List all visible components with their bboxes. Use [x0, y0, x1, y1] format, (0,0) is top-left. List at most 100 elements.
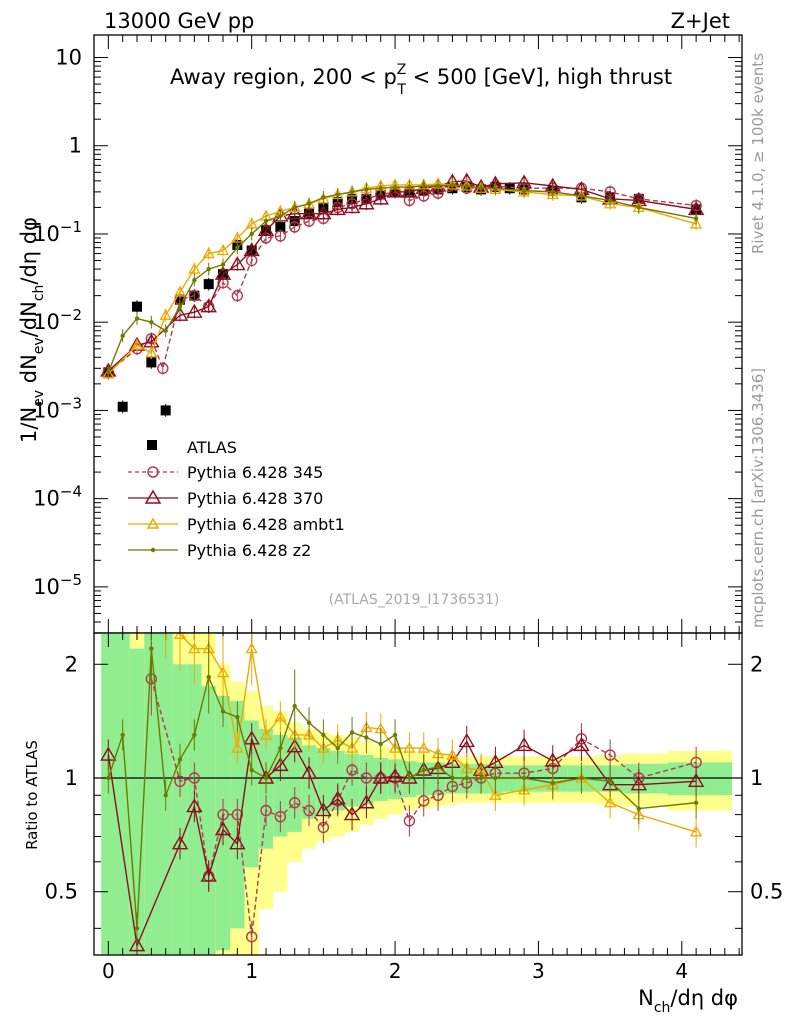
- ratio-point: [349, 730, 355, 735]
- ratio-point: [134, 926, 140, 931]
- main-y-tick-label: 10−5: [33, 571, 82, 599]
- rivet-label: Rivet 4.1.0, ≥ 100k events: [749, 53, 767, 254]
- ratio-point: [278, 745, 283, 751]
- ratio-point: [450, 775, 455, 781]
- ratio-point: [458, 732, 475, 748]
- mcplots-label: mcplots.cern.ch [arXiv:1306.3436]: [749, 368, 767, 628]
- data-point: [378, 186, 383, 191]
- ratio-uncertainty-bands: [94, 633, 742, 955]
- data-point: [235, 245, 240, 250]
- ratio-point: [573, 736, 590, 752]
- ratio-point: [403, 741, 416, 753]
- data-point: [464, 183, 469, 189]
- data-point: [206, 266, 211, 272]
- ratio-point: [289, 797, 301, 809]
- data-point: [504, 183, 515, 194]
- data-point: [550, 189, 555, 195]
- data-point: [693, 216, 699, 221]
- data-point: [407, 184, 412, 190]
- ratio-point: [188, 772, 201, 784]
- ratio-point: [607, 779, 613, 784]
- ratio-point: [630, 776, 647, 791]
- ratio-point: [464, 775, 469, 781]
- legend-marker-ambt1: [146, 517, 160, 529]
- data-point: [636, 205, 641, 210]
- ratio-point: [174, 775, 186, 788]
- ratio-point: [446, 748, 459, 760]
- data-point: [203, 279, 214, 290]
- ratio-point: [329, 790, 346, 805]
- ratio-point: [243, 730, 260, 745]
- data-point: [349, 189, 355, 195]
- ratio-point: [220, 709, 226, 714]
- data-point: [335, 192, 340, 197]
- legend-label-370: Pythia 6.428 370: [187, 489, 323, 508]
- ratio-point: [515, 736, 533, 752]
- ratio-point: [388, 741, 402, 753]
- data-point: [220, 262, 226, 267]
- legend-label-atlas: ATLAS: [187, 438, 237, 457]
- ratio-point: [200, 867, 217, 882]
- ratio-point: [386, 767, 404, 783]
- ratio-y-tick-label: 0.5: [45, 880, 78, 904]
- ratio-point: [690, 825, 703, 837]
- band-green: [667, 762, 732, 796]
- x-tick-labels: 0 1 2 3 4: [102, 959, 688, 983]
- ratio-point: [687, 772, 705, 788]
- data-point: [329, 200, 346, 216]
- main-y-tick-label: 10−2: [33, 306, 82, 334]
- data-point: [146, 357, 157, 368]
- data-point: [216, 244, 230, 256]
- ratio-point: [106, 775, 111, 781]
- data-point: [275, 221, 286, 232]
- ratio-point: [303, 804, 315, 817]
- data-point: [214, 265, 232, 280]
- data-point: [188, 289, 201, 302]
- ratio-point: [636, 806, 641, 811]
- ratio-point: [343, 806, 361, 821]
- ratio-point: [604, 796, 617, 808]
- data-point: [493, 186, 498, 191]
- data-point: [106, 370, 111, 375]
- ratio-point: [315, 802, 332, 817]
- ratio-point: [292, 703, 297, 709]
- data-point: [202, 247, 215, 259]
- ratio-y-tick-label-right: 2: [750, 652, 763, 676]
- ratio-series-pythia-6.428-370: [100, 723, 705, 955]
- data-point: [343, 199, 361, 214]
- ratio-point: [579, 775, 584, 781]
- band-green: [316, 748, 331, 815]
- ratio-point: [372, 769, 389, 784]
- watermark: (ATLAS_2019_I1736531): [329, 592, 500, 608]
- x-tick-label: 0: [102, 959, 115, 983]
- data-point: [604, 197, 617, 209]
- ratio-point: [274, 810, 287, 823]
- data-point: [435, 183, 441, 189]
- ratio-point: [360, 772, 373, 784]
- ratio-point: [186, 798, 203, 813]
- process-label: Z+Jet: [671, 9, 730, 33]
- data-point: [292, 205, 297, 210]
- data-point: [229, 256, 246, 271]
- ratio-point: [214, 821, 232, 836]
- data-point: [173, 285, 187, 297]
- ratio-point: [149, 646, 154, 651]
- data-point: [171, 306, 189, 321]
- ratio-point: [392, 732, 398, 738]
- legend-label-z2: Pythia 6.428 z2: [187, 541, 311, 560]
- ratio-point: [229, 835, 246, 850]
- data-point: [450, 182, 455, 188]
- ratio-point: [100, 746, 117, 761]
- data-point: [690, 217, 703, 229]
- data-point: [177, 304, 183, 309]
- ratio-point: [206, 674, 211, 680]
- data-point: [386, 183, 404, 198]
- ratio-point: [188, 642, 201, 654]
- ratio-point: [407, 775, 412, 781]
- ratio-line: [107, 648, 697, 929]
- ratio-y-tick-label-right: 0.5: [750, 880, 783, 904]
- ratio-point: [259, 728, 273, 740]
- ratio-point: [245, 642, 258, 654]
- data-point: [372, 190, 389, 205]
